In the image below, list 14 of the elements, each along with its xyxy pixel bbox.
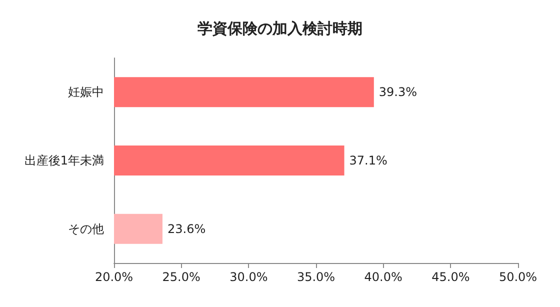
x-tick-label: 45.0%: [432, 270, 470, 284]
x-tick-label: 25.0%: [162, 270, 200, 284]
y-tick-label: その他: [68, 222, 104, 236]
y-tick-label: 出産後1年未満: [24, 154, 104, 168]
y-tick-label: 妊娠中: [68, 85, 104, 100]
x-tick-label: 50.0%: [498, 270, 538, 284]
x-tick-label: 20.0%: [94, 270, 134, 284]
x-tick-label: 35.0%: [296, 270, 336, 284]
chart-title: 学資保険の加入検討時期: [198, 20, 362, 38]
x-tick-label: 40.0%: [364, 270, 402, 284]
data-label: 39.3%: [378, 85, 418, 100]
data-label: 23.6%: [167, 222, 206, 236]
data-label: 37.1%: [349, 154, 388, 168]
x-tick-label: 30.0%: [230, 270, 268, 284]
